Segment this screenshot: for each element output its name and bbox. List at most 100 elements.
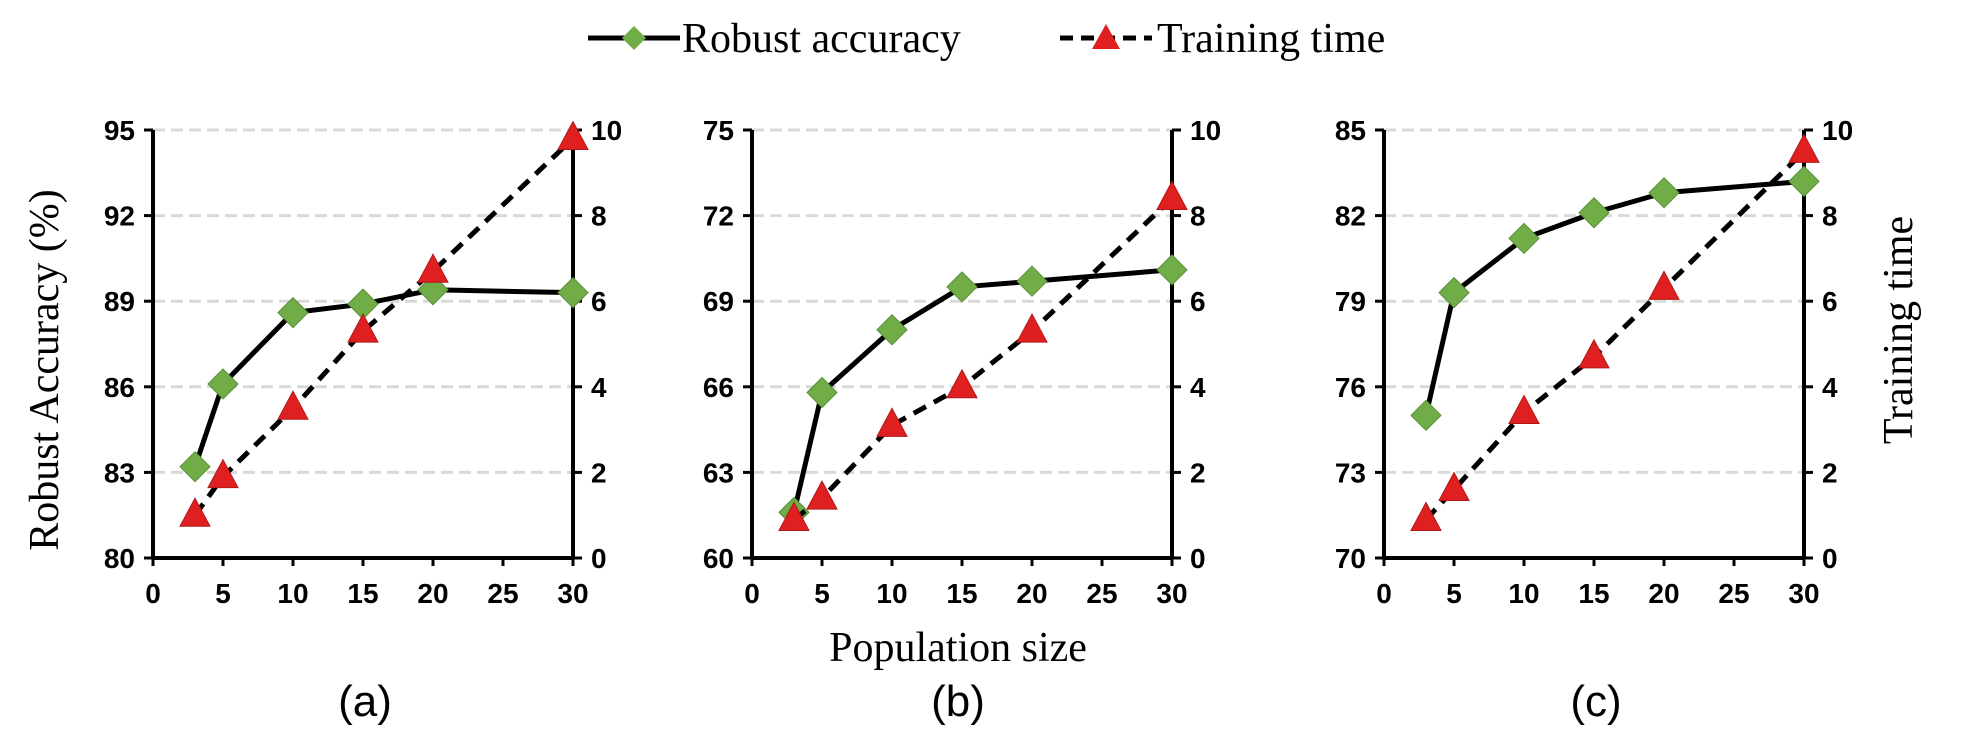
right-tick-label-c-4: 8 bbox=[1822, 201, 1838, 232]
x-tick-label-a-5: 25 bbox=[487, 578, 518, 609]
time-line-a bbox=[192, 136, 575, 517]
left-tick-label-a-2: 86 bbox=[104, 372, 135, 403]
accuracy-point-c-1 bbox=[1438, 276, 1470, 309]
panel-label-c: (c) bbox=[1570, 677, 1621, 726]
x-tick-label-a-0: 0 bbox=[145, 578, 161, 609]
time-point-c-1 bbox=[1438, 471, 1470, 502]
accuracy-point-a-1 bbox=[207, 368, 239, 400]
x-tick-label-a-6: 30 bbox=[557, 578, 588, 609]
time-point-b-3 bbox=[946, 368, 978, 399]
left-tick-label-b-0: 60 bbox=[703, 543, 734, 574]
legend-time-label: Training time bbox=[1157, 16, 1385, 62]
left-tick-label-a-5: 95 bbox=[104, 115, 135, 146]
x-tick-label-c-6: 30 bbox=[1788, 578, 1819, 609]
legend-time-marker bbox=[1092, 24, 1120, 49]
accuracy-point-c-3 bbox=[1578, 197, 1610, 229]
right-tick-label-a-0: 0 bbox=[591, 543, 607, 574]
right-tick-label-b-1: 2 bbox=[1190, 457, 1206, 488]
right-axis-title: Training time bbox=[1876, 216, 1922, 444]
x-tick-label-b-5: 25 bbox=[1086, 578, 1117, 609]
time-point-c-2 bbox=[1508, 394, 1540, 424]
x-tick-label-b-4: 20 bbox=[1016, 578, 1047, 609]
x-tick-label-a-2: 10 bbox=[277, 578, 308, 609]
accuracy-point-a-5 bbox=[557, 276, 589, 309]
accuracy-point-b-3 bbox=[946, 271, 978, 303]
time-point-c-5 bbox=[1788, 133, 1820, 163]
left-tick-label-a-0: 80 bbox=[104, 543, 135, 574]
time-point-b-0 bbox=[778, 501, 810, 531]
time-point-a-1 bbox=[207, 458, 239, 489]
chart-panel-b: 60 63 66 69 72 75 0 2 4 6 8 10 0 5 10 15 20 25 30 bbox=[703, 115, 1221, 609]
right-tick-label-a-5: 10 bbox=[591, 115, 622, 146]
time-point-a-2 bbox=[277, 390, 309, 420]
left-tick-label-c-5: 85 bbox=[1335, 115, 1366, 146]
left-tick-label-c-1: 73 bbox=[1335, 457, 1366, 488]
right-tick-label-b-0: 0 bbox=[1190, 543, 1206, 574]
right-tick-label-a-2: 4 bbox=[591, 372, 607, 403]
time-point-a-0 bbox=[179, 497, 211, 527]
accuracy-point-b-2 bbox=[876, 314, 908, 346]
time-point-c-0 bbox=[1410, 501, 1442, 531]
accuracy-point-b-1 bbox=[806, 376, 838, 409]
right-tick-label-a-3: 6 bbox=[591, 286, 607, 317]
x-tick-label-a-3: 15 bbox=[347, 578, 378, 609]
left-tick-label-b-4: 72 bbox=[703, 201, 734, 232]
x-tick-label-b-1: 5 bbox=[814, 578, 830, 609]
accuracy-point-b-5 bbox=[1156, 254, 1188, 286]
right-tick-label-c-0: 0 bbox=[1822, 543, 1838, 574]
left-tick-label-a-3: 89 bbox=[104, 286, 135, 317]
right-tick-label-c-3: 6 bbox=[1822, 286, 1838, 317]
left-axis-title: Robust Accuracy (%) bbox=[22, 189, 68, 551]
right-tick-label-a-1: 2 bbox=[591, 457, 607, 488]
x-tick-label-b-2: 10 bbox=[876, 578, 907, 609]
time-point-c-4 bbox=[1648, 270, 1680, 300]
accuracy-line-a bbox=[192, 287, 574, 468]
time-point-b-2 bbox=[876, 407, 908, 437]
accuracy-point-b-4 bbox=[1016, 265, 1048, 297]
x-axis-title: Population size bbox=[829, 625, 1087, 671]
left-tick-label-b-5: 75 bbox=[703, 115, 734, 146]
time-point-b-1 bbox=[806, 480, 838, 510]
x-tick-label-a-1: 5 bbox=[215, 578, 231, 609]
accuracy-point-c-2 bbox=[1508, 222, 1540, 255]
chart-panel-c: 70 73 76 79 82 85 0 2 4 6 8 10 0 5 10 15 20 25 30 bbox=[1335, 115, 1853, 609]
left-tick-label-b-1: 63 bbox=[703, 457, 734, 488]
accuracy-point-a-0 bbox=[179, 450, 211, 483]
legend-accuracy-label: Robust accuracy bbox=[682, 16, 961, 62]
time-point-b-5 bbox=[1156, 180, 1188, 210]
right-tick-label-c-5: 10 bbox=[1822, 115, 1853, 146]
accuracy-point-c-4 bbox=[1648, 177, 1680, 209]
left-tick-label-a-1: 83 bbox=[104, 457, 135, 488]
x-tick-label-c-3: 15 bbox=[1578, 578, 1609, 609]
x-tick-label-a-4: 20 bbox=[417, 578, 448, 609]
left-tick-label-b-3: 69 bbox=[703, 286, 734, 317]
accuracy-point-c-5 bbox=[1788, 165, 1820, 198]
time-point-b-4 bbox=[1016, 313, 1048, 343]
right-tick-label-b-3: 6 bbox=[1190, 286, 1206, 317]
time-point-a-3 bbox=[347, 313, 379, 343]
accuracy-line-b bbox=[791, 267, 1173, 513]
time-point-a-5 bbox=[557, 120, 589, 151]
right-tick-label-b-4: 8 bbox=[1190, 201, 1206, 232]
right-tick-label-b-2: 4 bbox=[1190, 372, 1206, 403]
left-tick-label-c-2: 76 bbox=[1335, 372, 1366, 403]
accuracy-line-c bbox=[1423, 178, 1805, 416]
chart-panel-a: 80 83 86 89 92 95 0 2 4 6 8 10 0 5 10 15 20 25 30 bbox=[104, 115, 622, 609]
x-tick-label-c-5: 25 bbox=[1718, 578, 1749, 609]
right-tick-label-c-2: 4 bbox=[1822, 372, 1838, 403]
panel-label-a: (a) bbox=[338, 677, 392, 726]
right-tick-label-a-4: 8 bbox=[591, 201, 607, 232]
right-tick-label-b-5: 10 bbox=[1190, 115, 1221, 146]
left-tick-label-b-2: 66 bbox=[703, 372, 734, 403]
time-point-c-3 bbox=[1578, 338, 1610, 369]
left-tick-label-c-3: 79 bbox=[1335, 286, 1366, 317]
x-tick-label-c-1: 5 bbox=[1446, 578, 1462, 609]
x-tick-label-b-3: 15 bbox=[946, 578, 977, 609]
left-tick-label-c-0: 70 bbox=[1335, 543, 1366, 574]
x-tick-label-c-4: 20 bbox=[1648, 578, 1679, 609]
legend: Robust accuracy Training time bbox=[588, 16, 1385, 62]
x-tick-label-c-0: 0 bbox=[1376, 578, 1392, 609]
left-tick-label-c-4: 82 bbox=[1335, 201, 1366, 232]
right-tick-label-c-1: 2 bbox=[1822, 457, 1838, 488]
